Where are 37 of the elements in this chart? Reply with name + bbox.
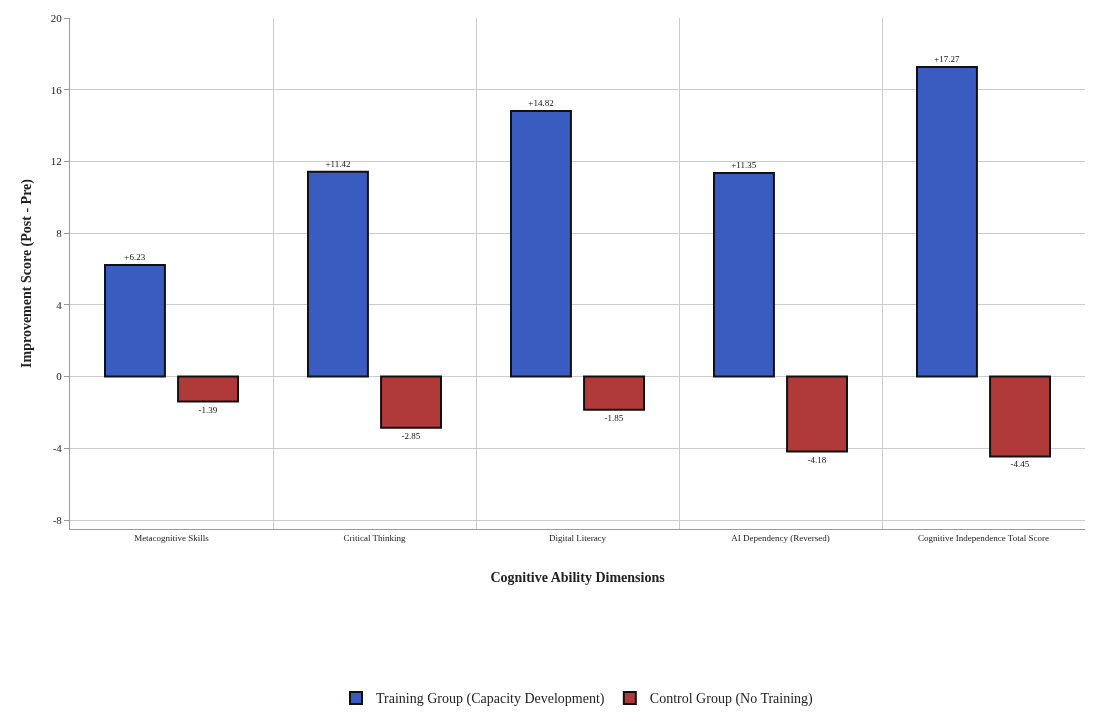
data-label: -2.85 (401, 430, 421, 441)
y-tick-label: -8 (52, 513, 63, 526)
bar (510, 109, 572, 378)
data-label: -1.39 (198, 404, 218, 415)
bar (713, 172, 775, 378)
x-tick-label: Critical Thinking (343, 532, 407, 543)
data-label: +14.82 (528, 97, 554, 108)
bar (177, 375, 239, 403)
bar (989, 375, 1051, 458)
y-tick-label: -4 (52, 442, 63, 455)
bar (916, 65, 978, 378)
data-label: +11.35 (731, 160, 757, 171)
bar (104, 263, 166, 378)
y-tick-label: 20 (50, 11, 63, 24)
data-label: +11.42 (325, 158, 351, 169)
data-label: +17.27 (934, 53, 960, 64)
x-tick-label: Cognitive Independence Total Score (918, 532, 1049, 543)
data-label: -4.45 (1010, 459, 1030, 470)
y-tick-label: 8 (56, 227, 63, 240)
legend-label: Control Group (No Training) (649, 691, 814, 708)
y-tick-label: 0 (56, 370, 63, 383)
bar (583, 375, 645, 411)
x-tick-label: Digital Literacy (548, 532, 607, 543)
y-tick-label: 16 (50, 83, 63, 96)
y-tick-label: 12 (50, 155, 62, 168)
data-label: +6.23 (124, 251, 146, 262)
bar (786, 375, 848, 453)
x-axis-title: Cognitive Ability Dimensions (490, 570, 666, 586)
y-tick-label: 4 (56, 298, 63, 311)
bar (380, 375, 442, 429)
data-label: -1.85 (604, 412, 624, 423)
x-tick-label: Metacognitive Skills (134, 532, 210, 543)
legend-label: Training Group (Capacity Development) (376, 691, 605, 708)
y-axis-title: Improvement Score (Post - Pre) (19, 178, 36, 368)
x-tick-label: AI Dependency (Reversed) (731, 532, 830, 543)
bar (307, 170, 369, 378)
data-label: -4.18 (807, 454, 827, 465)
